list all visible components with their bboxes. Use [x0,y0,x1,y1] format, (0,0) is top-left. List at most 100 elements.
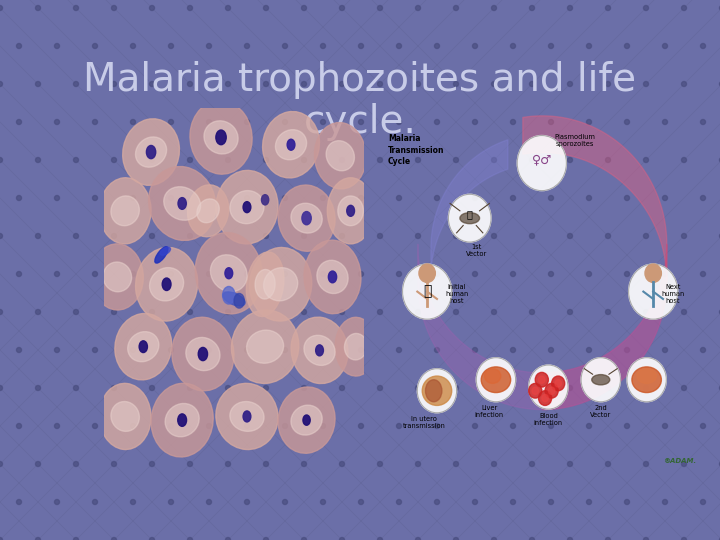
Circle shape [682,462,686,467]
Circle shape [415,537,420,540]
Circle shape [92,44,97,49]
Circle shape [397,195,402,200]
Ellipse shape [328,178,374,244]
Circle shape [529,309,534,314]
Circle shape [510,44,516,49]
Circle shape [168,195,174,200]
Ellipse shape [291,203,323,233]
Ellipse shape [230,402,264,431]
Ellipse shape [210,255,247,292]
Circle shape [377,233,382,239]
Circle shape [606,158,611,163]
Circle shape [454,386,459,390]
Circle shape [282,423,287,429]
Circle shape [225,268,233,279]
Circle shape [302,537,307,540]
Ellipse shape [111,196,140,226]
Circle shape [397,348,402,353]
Ellipse shape [250,247,312,321]
Circle shape [492,386,497,390]
Circle shape [587,272,592,276]
Circle shape [415,158,420,163]
Circle shape [397,119,402,125]
Circle shape [55,423,60,429]
Text: In utero
transmission: In utero transmission [402,416,445,429]
Circle shape [587,500,592,504]
Circle shape [225,233,230,239]
Circle shape [629,264,678,319]
Circle shape [112,386,117,390]
Ellipse shape [111,402,140,431]
Circle shape [0,82,2,86]
Circle shape [555,380,562,387]
Circle shape [624,348,629,353]
Circle shape [415,309,420,314]
Circle shape [529,386,534,390]
Ellipse shape [195,233,262,314]
Circle shape [644,537,649,540]
Circle shape [243,201,251,213]
Text: ®ADAM.: ®ADAM. [662,458,696,464]
Circle shape [549,44,554,49]
Circle shape [682,233,686,239]
Circle shape [454,309,459,314]
Circle shape [552,376,564,391]
Circle shape [168,272,174,276]
Ellipse shape [163,187,201,220]
Circle shape [606,462,611,467]
Circle shape [245,195,250,200]
Circle shape [168,44,174,49]
Circle shape [549,348,554,353]
Circle shape [282,44,287,49]
Ellipse shape [344,333,367,360]
Circle shape [17,195,22,200]
Circle shape [415,386,420,390]
Circle shape [264,5,269,10]
Circle shape [549,387,555,394]
Circle shape [55,500,60,504]
Circle shape [245,348,250,353]
Circle shape [187,309,192,314]
Circle shape [539,376,545,383]
Circle shape [112,5,117,10]
Circle shape [328,271,337,283]
Circle shape [302,386,307,390]
Circle shape [320,119,325,125]
Ellipse shape [246,330,284,363]
Circle shape [644,233,649,239]
Circle shape [701,119,706,125]
Circle shape [644,82,649,86]
Circle shape [606,386,611,390]
Circle shape [340,537,344,540]
Circle shape [302,5,307,10]
Circle shape [644,309,649,314]
Circle shape [418,369,456,413]
Ellipse shape [278,185,335,251]
Ellipse shape [155,247,168,263]
Circle shape [624,44,629,49]
Circle shape [243,411,251,422]
Circle shape [347,205,354,217]
Circle shape [55,348,60,353]
Circle shape [73,158,78,163]
Circle shape [644,158,649,163]
Ellipse shape [231,310,299,383]
Circle shape [662,423,667,429]
Circle shape [472,119,477,125]
Ellipse shape [422,376,451,406]
Circle shape [377,158,382,163]
Circle shape [130,348,135,353]
Circle shape [682,158,686,163]
Circle shape [112,462,117,467]
Circle shape [415,233,420,239]
Circle shape [377,537,382,540]
Ellipse shape [315,123,366,189]
Circle shape [150,5,155,10]
Circle shape [17,44,22,49]
Circle shape [528,383,542,398]
Circle shape [340,233,344,239]
Circle shape [567,537,572,540]
Circle shape [112,537,117,540]
Ellipse shape [276,130,307,160]
Circle shape [35,5,40,10]
